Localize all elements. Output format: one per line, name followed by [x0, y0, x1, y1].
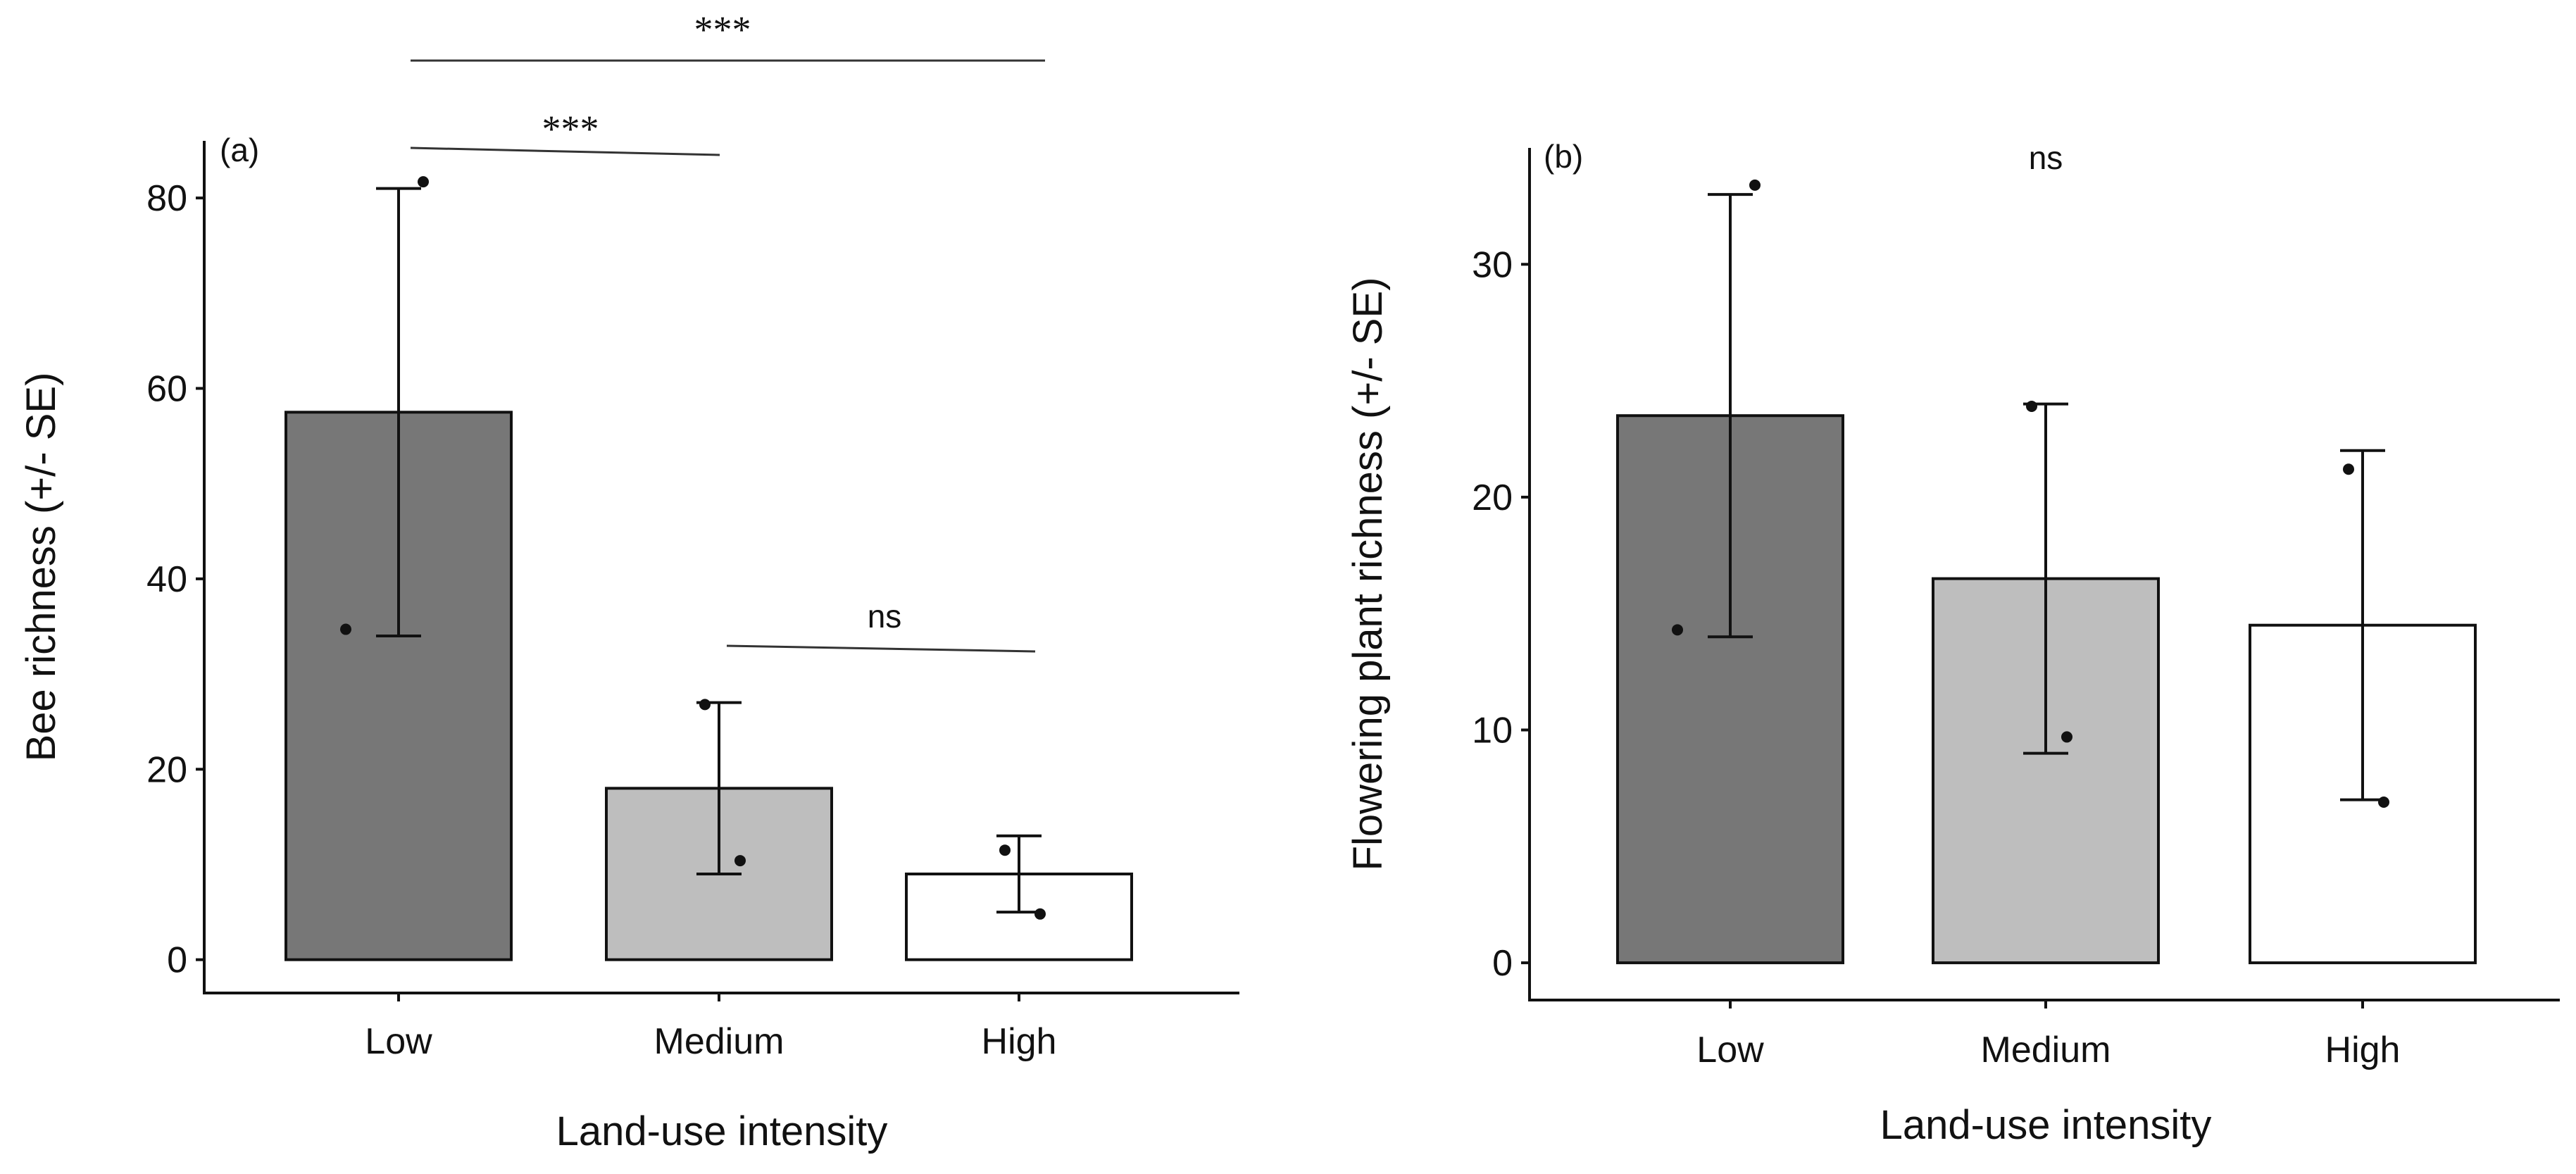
- panel-a-point-high-2: [1034, 908, 1046, 920]
- panel-a-y-tick-label-60: 60: [146, 369, 187, 410]
- panel-b-overall-test: ns: [2029, 139, 2063, 176]
- panel-a-y-tick-label-20: 20: [146, 749, 187, 790]
- panel-b-y-tick-label-20: 20: [1472, 477, 1513, 518]
- panel-b-label: (b): [1544, 138, 1583, 175]
- panel-a-error-bars: [376, 187, 1042, 914]
- panel-a-point-medium-2: [734, 855, 746, 867]
- panel-b-x-tick-label-high: High: [2325, 1030, 2401, 1070]
- panel-b-point-high-1: [2343, 463, 2354, 475]
- panel-a-significance: *** *** ns: [410, 8, 1045, 653]
- panel-b-y-tick-label-30: 30: [1472, 244, 1513, 285]
- panel-a-x-tick-label-low: Low: [365, 1021, 432, 1062]
- panel-b-error-bars: [1708, 193, 2385, 801]
- panel-b-y-tick-label-0: 0: [1492, 943, 1513, 984]
- panel-a-bee-richness: (a) 0 20 40 60 80 Low Medium High *** *** ns Lan…: [18, 8, 1239, 1154]
- panel-b-point-medium-2: [2061, 731, 2072, 743]
- panel-a-sig-low-high-label: ***: [694, 8, 751, 51]
- panel-a-x-axis-title: Land-use intensity: [556, 1109, 888, 1154]
- panel-b-points: [1672, 179, 2389, 808]
- panel-b-x-axis-title: Land-use intensity: [1880, 1102, 2212, 1148]
- panel-b-y-tick-label-10: 10: [1472, 711, 1513, 751]
- panel-a-y-axis-title: Bee richness (+/- SE): [18, 373, 64, 762]
- panel-a-y-ticks: 0 20 40 60 80: [146, 178, 204, 981]
- panel-a-label: (a): [220, 132, 259, 168]
- panel-a-point-medium-1: [699, 699, 711, 711]
- panel-b-point-high-2: [2378, 796, 2389, 808]
- panel-a-sig-medium-high-line: [726, 644, 1036, 653]
- panel-b-y-ticks: 0 10 20 30: [1472, 244, 1530, 984]
- panel-b-y-axis-title: Flowering plant richness (+/- SE): [1345, 277, 1391, 871]
- panel-a-y-tick-label-40: 40: [146, 559, 187, 600]
- panel-a-point-low-2: [418, 176, 429, 188]
- panel-a-point-high-1: [999, 844, 1011, 856]
- panel-b-point-low-1: [1672, 624, 1683, 636]
- panel-b-x-ticks: Low Medium High: [1696, 1000, 2400, 1070]
- panel-a-y-tick-label-80: 80: [146, 178, 187, 219]
- panel-a-x-tick-label-medium: Medium: [654, 1021, 784, 1062]
- panel-b-point-low-2: [1749, 179, 1761, 191]
- panel-a-sig-medium-high-label: ns: [868, 598, 902, 635]
- panel-b-flowering-plant-richness: (b) 0 10 20 30 Low Medium High ns Land-use in…: [1345, 138, 2560, 1148]
- panel-a-x-tick-label-high: High: [982, 1021, 1057, 1062]
- panel-a-point-low-1: [340, 623, 351, 635]
- panel-a-sig-low-medium-label: ***: [542, 108, 599, 150]
- panel-b-point-medium-1: [2026, 400, 2037, 412]
- panel-a-bars: [285, 411, 1133, 961]
- panel-a-points: [340, 176, 1046, 920]
- panel-a-x-ticks: Low Medium High: [365, 993, 1056, 1062]
- panel-b-x-tick-label-low: Low: [1696, 1030, 1764, 1070]
- panel-a-y-tick-label-0: 0: [167, 940, 187, 981]
- panel-a-sig-low-medium-line: [410, 146, 720, 156]
- panel-b-x-tick-label-medium: Medium: [1981, 1030, 2111, 1070]
